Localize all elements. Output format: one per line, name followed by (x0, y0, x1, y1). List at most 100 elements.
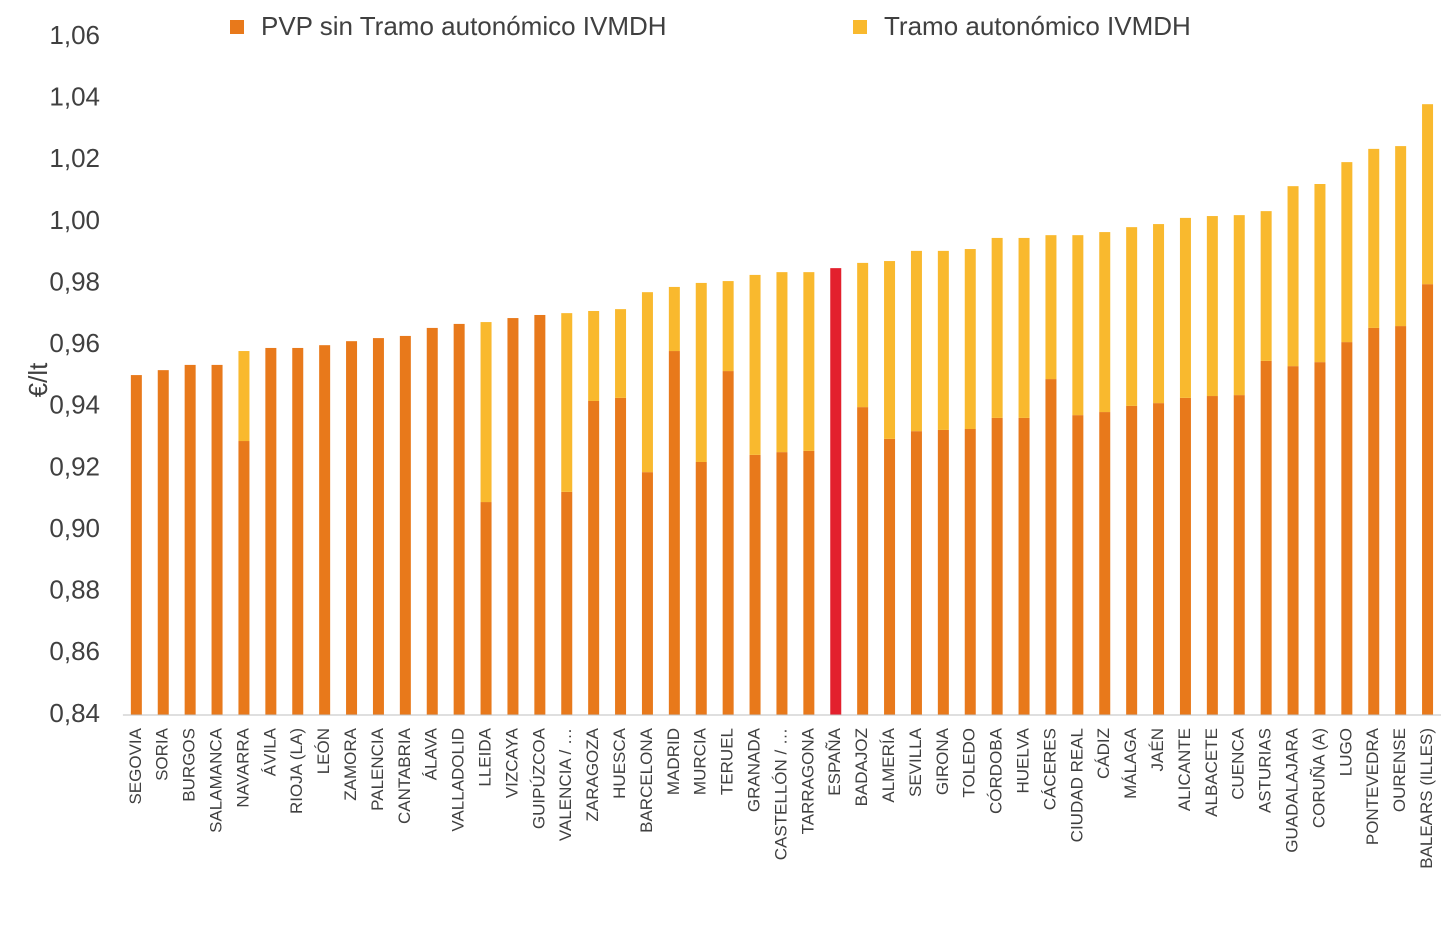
x-tick-label: LUGO (1336, 728, 1355, 776)
x-tick-label: OURENSE (1390, 728, 1409, 812)
bar-segment (1314, 362, 1326, 715)
bar-segment (857, 407, 869, 715)
bar-segment (211, 364, 223, 715)
x-tick-label: HUESCA (610, 727, 629, 799)
x-tick-label: PONTEVEDRA (1363, 727, 1382, 845)
bar-segment (857, 262, 869, 408)
y-tick-label: 1,00 (49, 205, 100, 235)
x-tick-label: BADAJOZ (852, 728, 871, 806)
x-tick-label: SORIA (153, 727, 172, 781)
y-tick-label: 0,86 (49, 636, 100, 666)
bar-segment (1099, 412, 1111, 715)
bar-segment (1045, 235, 1057, 380)
bar-segment (319, 345, 331, 715)
bar-segment (937, 250, 949, 430)
x-tick-label: NAVARRA (233, 727, 252, 807)
x-tick-label: CASTELLÓN / … (771, 728, 790, 860)
x-tick-label: TOLEDO (960, 728, 979, 798)
bar-segment (265, 347, 277, 715)
bar-segment (453, 323, 465, 715)
bar-segment (480, 322, 492, 503)
x-tick-label: ALBACETE (1202, 728, 1221, 817)
bar-segment (480, 502, 492, 715)
bar-segment (1368, 327, 1380, 715)
x-tick-label: CÁDIZ (1094, 728, 1113, 779)
bar-segment (1018, 417, 1030, 715)
bar-segment (910, 250, 922, 432)
x-tick-label: ALMERÍA (879, 727, 898, 802)
x-tick-label: VIZCAYA (502, 727, 521, 798)
x-tick-label: CORUÑA (A) (1309, 728, 1328, 828)
bar-segment (534, 314, 546, 715)
bar-segment (803, 450, 815, 715)
bar-segment (749, 454, 761, 715)
bar-segment (157, 370, 169, 715)
bar-segment (803, 272, 815, 451)
x-tick-label: ASTURIAS (1256, 728, 1275, 813)
bar-segment (238, 351, 250, 442)
bar-segment (1206, 216, 1218, 397)
x-tick-label: ZAMORA (341, 727, 360, 800)
x-tick-label: ALICANTE (1175, 728, 1194, 811)
x-tick-label: JAÉN (1148, 728, 1167, 771)
bar-segment (991, 417, 1003, 715)
y-tick-label: 0,84 (49, 698, 100, 728)
bar-segment (238, 441, 250, 715)
x-tick-label: GUIPÚZCOA (529, 727, 548, 829)
bar-segment (937, 429, 949, 715)
bar-segment (130, 375, 142, 715)
x-tick-label: RIOJA (LA) (287, 728, 306, 814)
bar-segment (1422, 104, 1434, 285)
bar-segment (1233, 395, 1245, 715)
x-tick-label: CUENCA (1229, 727, 1248, 799)
bar-segment (884, 261, 896, 439)
bar-segment (722, 371, 734, 715)
x-tick-label: ESPAÑA (825, 727, 844, 795)
y-tick-label: 0,88 (49, 575, 100, 605)
bar-segment (1153, 224, 1165, 404)
x-tick-label: PALENCIA (368, 727, 387, 810)
y-axis-label: €/lt (23, 362, 53, 397)
bar-segment (507, 318, 519, 715)
y-tick-label: 0,94 (49, 390, 100, 420)
bar-segment (1179, 217, 1191, 398)
bar-segment (695, 461, 707, 715)
bar-segment (1072, 415, 1084, 715)
x-tick-label: CIUDAD REAL (1067, 728, 1086, 842)
x-tick-label: ZARAGOZA (583, 727, 602, 821)
bar-segment (1368, 148, 1380, 328)
bar-segment (1233, 215, 1245, 396)
y-tick-label: 0,90 (49, 513, 100, 543)
bar-segment (668, 351, 680, 715)
bar-segment (1287, 186, 1299, 367)
bar-segment (1260, 360, 1272, 715)
bar-segment (884, 438, 896, 715)
bar-segment (615, 309, 627, 398)
bar-segment (641, 292, 653, 473)
legend-label: Tramo autonómico IVMDH (884, 11, 1191, 41)
y-tick-label: 1,06 (49, 20, 100, 50)
x-tick-label: GRANADA (745, 727, 764, 812)
x-tick-label: MÁLAGA (1121, 727, 1140, 799)
legend-swatch (230, 20, 244, 34)
bar-segment (830, 268, 842, 715)
bar-segment (910, 431, 922, 715)
bar-segment (184, 364, 196, 715)
bar-segment (1395, 326, 1407, 715)
x-tick-label: MURCIA (691, 727, 710, 795)
bar-segment (372, 338, 384, 715)
x-tick-label: VALENCIA / … (556, 728, 575, 841)
x-tick-label: ÁVILA (260, 727, 279, 776)
bar-segment (776, 272, 788, 453)
bar-segment (1126, 405, 1138, 715)
bar-segment (1126, 227, 1138, 406)
x-tick-label: CÁCERES (1040, 728, 1059, 810)
bar-segment (588, 400, 600, 715)
x-tick-label: GUADALAJARA (1283, 727, 1302, 852)
bar-segment (1099, 232, 1111, 413)
bar-segment (1341, 342, 1353, 715)
x-tick-label: BURGOS (180, 728, 199, 802)
bar-segment (1287, 366, 1299, 715)
bar-segment (426, 327, 438, 715)
